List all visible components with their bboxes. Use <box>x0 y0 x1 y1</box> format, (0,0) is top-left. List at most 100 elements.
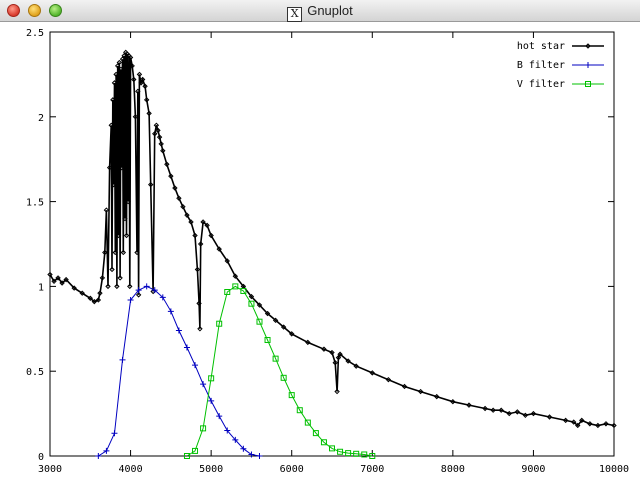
data-point <box>119 56 126 62</box>
data-point <box>87 295 93 301</box>
data-point <box>329 445 335 452</box>
data-point <box>571 419 577 425</box>
data-point <box>110 181 117 188</box>
data-point <box>183 344 190 351</box>
data-point <box>63 276 69 283</box>
data-point <box>156 134 163 140</box>
data-point <box>248 451 255 458</box>
data-point <box>585 81 591 87</box>
data-point <box>232 273 239 279</box>
data-point <box>55 275 61 281</box>
data-point <box>148 181 154 188</box>
data-point <box>160 148 166 154</box>
data-point <box>119 164 125 171</box>
data-point <box>329 349 335 356</box>
series-hot-star <box>47 49 617 429</box>
gnuplot-chart: 3000 4000 5000 6000 7000 8000 9000 10000 0 0.5 1 1.… <box>26 28 629 475</box>
x-tick-label: 7000 <box>360 464 384 475</box>
data-point <box>332 360 338 366</box>
data-point <box>361 451 368 458</box>
data-point <box>585 62 591 68</box>
legend-label: hot star <box>517 41 565 52</box>
data-point <box>135 287 142 294</box>
data-point <box>184 212 190 218</box>
data-point <box>103 207 110 213</box>
plot-area: 3000 4000 5000 6000 7000 8000 9000 10000 0 0.5 1 1.… <box>0 22 640 494</box>
data-point <box>240 445 247 452</box>
data-point <box>296 407 303 414</box>
data-point <box>192 232 198 239</box>
x-tick-label: 6000 <box>280 464 304 475</box>
data-point <box>280 324 287 330</box>
data-point <box>131 76 137 83</box>
data-point <box>248 300 255 307</box>
data-point <box>135 292 142 298</box>
data-point <box>320 439 327 446</box>
minimize-button[interactable] <box>28 4 41 17</box>
data-point <box>232 283 239 290</box>
data-point <box>337 448 344 455</box>
data-point <box>119 356 126 363</box>
data-point <box>603 421 609 427</box>
series-b-filter <box>95 283 263 459</box>
data-point <box>167 308 174 315</box>
data-point <box>114 63 121 69</box>
data-point <box>506 410 512 417</box>
data-point <box>153 122 160 128</box>
data-point <box>197 241 204 247</box>
data-point <box>204 222 210 229</box>
series-layer <box>47 49 617 459</box>
window-titlebar[interactable]: X Gnuplot <box>0 0 640 22</box>
data-point <box>312 430 319 437</box>
x-tick-label: 3000 <box>38 464 62 475</box>
data-point <box>175 327 182 334</box>
x-tick-label: 10000 <box>599 464 629 475</box>
data-point <box>127 54 134 61</box>
data-point <box>71 285 77 291</box>
zoom-button[interactable] <box>49 4 62 17</box>
data-point <box>139 76 146 83</box>
close-button[interactable] <box>7 4 20 17</box>
data-point <box>256 302 263 308</box>
data-point <box>59 280 65 286</box>
data-point <box>112 249 118 256</box>
data-point <box>95 297 102 303</box>
data-point <box>321 346 327 352</box>
data-point <box>256 453 263 459</box>
legend: hot star B filter V filter <box>517 41 604 90</box>
data-point <box>208 397 215 404</box>
data-point <box>562 417 569 424</box>
data-point <box>159 294 166 301</box>
data-point <box>272 355 279 362</box>
data-point <box>127 283 133 290</box>
data-point <box>546 414 553 420</box>
data-point <box>256 318 263 325</box>
data-point <box>224 288 231 295</box>
data-point <box>102 249 108 256</box>
data-point <box>51 278 57 285</box>
data-point <box>118 66 124 73</box>
y-tick-label: 2 <box>38 113 44 124</box>
legend-label: V filter <box>517 79 565 90</box>
data-point <box>417 388 424 395</box>
data-point <box>91 298 98 305</box>
series-line <box>98 285 260 457</box>
data-point <box>514 409 521 415</box>
data-point <box>111 80 118 86</box>
data-point <box>110 97 116 103</box>
data-point <box>353 450 360 457</box>
data-point <box>200 425 207 432</box>
y-tick-label: 2.5 <box>26 28 44 39</box>
data-point <box>125 198 131 205</box>
data-point <box>95 453 102 459</box>
data-point <box>466 402 472 408</box>
data-point <box>345 450 352 457</box>
data-point <box>113 71 119 78</box>
data-point <box>450 399 456 405</box>
data-point <box>585 43 591 49</box>
series-v-filter <box>183 283 376 459</box>
data-point <box>272 317 279 324</box>
data-point <box>176 195 182 201</box>
plot-frame <box>49 31 615 457</box>
data-point <box>434 393 440 400</box>
